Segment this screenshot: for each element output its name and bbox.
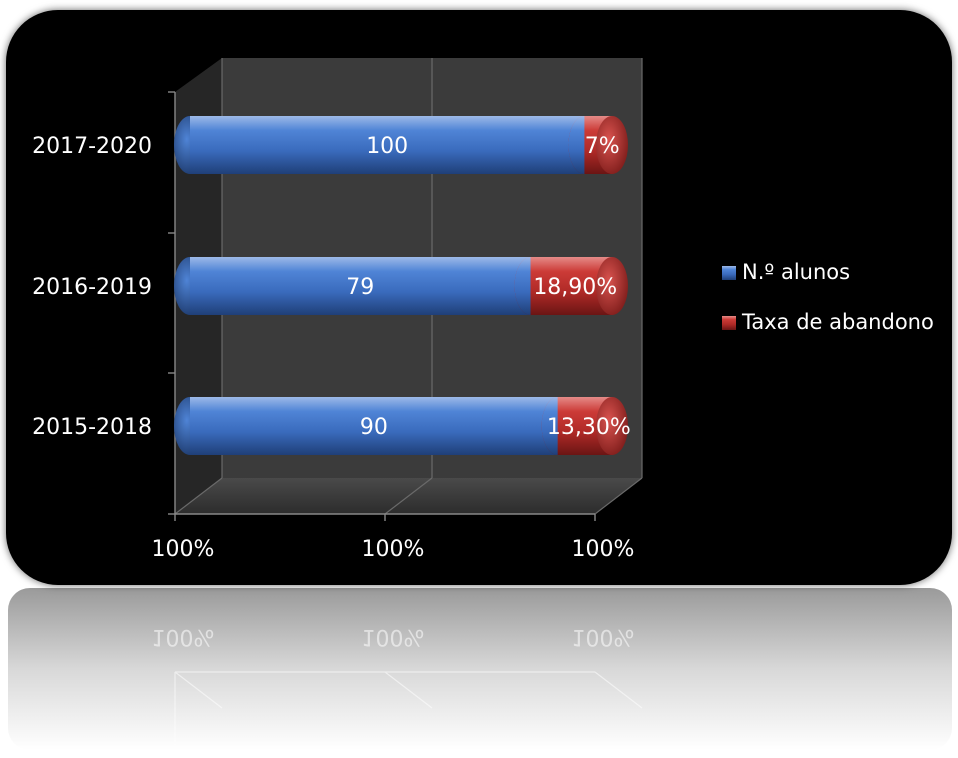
bar-segment-joint-front: [568, 116, 585, 174]
bar-segment-joint-front: [514, 257, 531, 315]
data-label: 13,30%: [547, 415, 631, 440]
x-tick-label: 100%: [362, 537, 425, 562]
data-label: 18,90%: [533, 275, 617, 300]
bar-segment-joint-front: [541, 397, 558, 455]
legend-label: N.º alunos: [742, 260, 850, 284]
legend: N.º alunos Taxa de abandono: [722, 260, 934, 334]
bars: 100 7% 79 18,90% 90 13,30%: [174, 116, 631, 455]
data-label: 90: [360, 415, 388, 440]
axes: [168, 91, 596, 521]
bar-cap-right: [596, 116, 628, 174]
data-label: 7%: [585, 134, 620, 159]
legend-label: Taxa de abandono: [741, 310, 934, 334]
legend-swatch: [722, 316, 736, 330]
data-label: 100: [366, 134, 408, 159]
reflection-line: [174, 671, 223, 709]
reflection-line: [594, 671, 643, 709]
category-label: 2015-2018: [32, 415, 152, 440]
category-label: 2017-2020: [32, 134, 152, 159]
reflection-line: [384, 671, 433, 709]
data-label: 79: [346, 275, 374, 300]
reflection-tick-label: 100%: [362, 624, 425, 649]
category-labels: 2017-2020 2016-2019 2015-2018: [32, 134, 152, 440]
reflection-tick-label: 100%: [152, 624, 215, 649]
category-label: 2016-2019: [32, 275, 152, 300]
reflection-backdrop: [8, 588, 952, 750]
reflection-tick-label: 100%: [572, 624, 635, 649]
chart-reflection: 100% 100% 100%: [152, 624, 643, 746]
x-tick-label: 100%: [152, 537, 215, 562]
bar-students: [190, 116, 585, 174]
bar-students: [190, 397, 558, 455]
reflection-mirror: 100% 100% 100%: [152, 624, 643, 746]
legend-swatch: [722, 266, 736, 280]
bar-students: [190, 257, 531, 315]
floor-gridline: [384, 477, 433, 515]
x-tick-label: 100%: [572, 537, 635, 562]
floor-gridline: [174, 477, 223, 515]
bar-cap-right: [596, 397, 628, 455]
floor-gridline: [594, 477, 643, 515]
bar-cap-right: [596, 257, 628, 315]
x-tick-labels: 100% 100% 100%: [152, 537, 635, 562]
